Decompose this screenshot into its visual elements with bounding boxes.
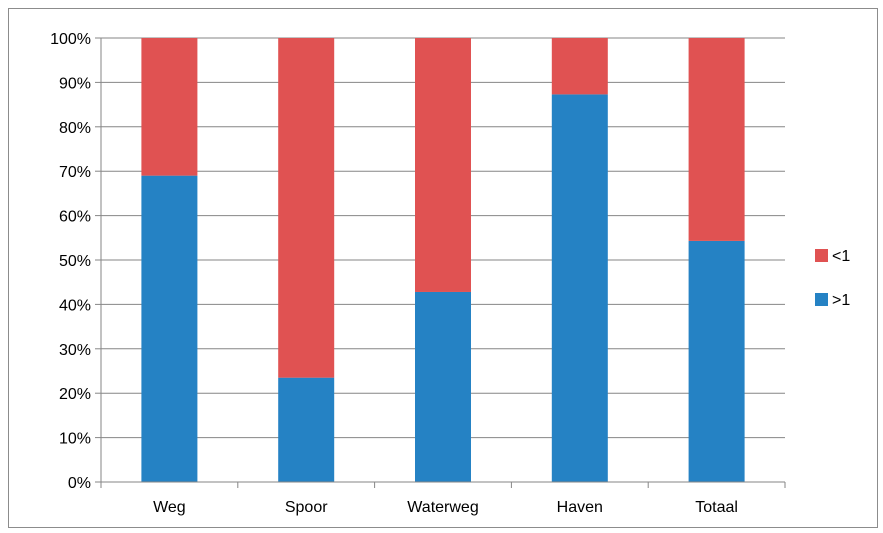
bar-segment (415, 291, 471, 482)
legend-swatch (815, 293, 828, 306)
axes (95, 37, 786, 488)
chart-frame: 0% 10% 20% 30% 40% 50% 60% 70% 80% 90% 100% Weg Spo… (8, 8, 878, 528)
bar-segment (141, 38, 198, 176)
y-tick-label: 30% (59, 342, 91, 359)
y-tick-labels: 0% 10% 20% 30% 40% 50% 60% 70% 80% 90% 100% (50, 31, 91, 492)
x-tick-label: Waterweg (407, 499, 478, 516)
legend-swatch (815, 249, 828, 262)
y-tick-label: 40% (59, 297, 91, 314)
x-tick-label: Totaal (695, 499, 738, 516)
y-tick-label: 80% (59, 120, 91, 137)
bar-segment (551, 94, 608, 482)
bar-segment (278, 38, 335, 378)
x-tick-labels: Weg Spoor Waterweg Haven Totaal (153, 499, 738, 516)
bar-segment (688, 240, 745, 482)
legend: <1 >1 (815, 248, 850, 309)
bars (141, 38, 745, 482)
y-tick-label: 100% (50, 31, 91, 48)
legend-label: <1 (832, 248, 850, 265)
y-tick-label: 10% (59, 431, 91, 448)
y-tick-label: 90% (59, 75, 91, 92)
stacked-bar-chart: 0% 10% 20% 30% 40% 50% 60% 70% 80% 90% 100% Weg Spo… (50, 31, 850, 516)
x-tick-label: Haven (557, 499, 603, 516)
y-tick-label: 70% (59, 164, 91, 181)
y-tick-label: 50% (59, 253, 91, 270)
bar-segment (415, 38, 471, 292)
y-tick-label: 60% (59, 209, 91, 226)
bar-segment (688, 38, 745, 241)
bar-segment (551, 38, 608, 95)
bar-segment (278, 377, 335, 482)
x-tick-label: Spoor (285, 499, 328, 516)
x-tick-label: Weg (153, 499, 186, 516)
y-tick-label: 0% (68, 475, 91, 492)
bar-segment (141, 175, 198, 482)
legend-label: >1 (832, 292, 850, 309)
y-tick-label: 20% (59, 386, 91, 403)
